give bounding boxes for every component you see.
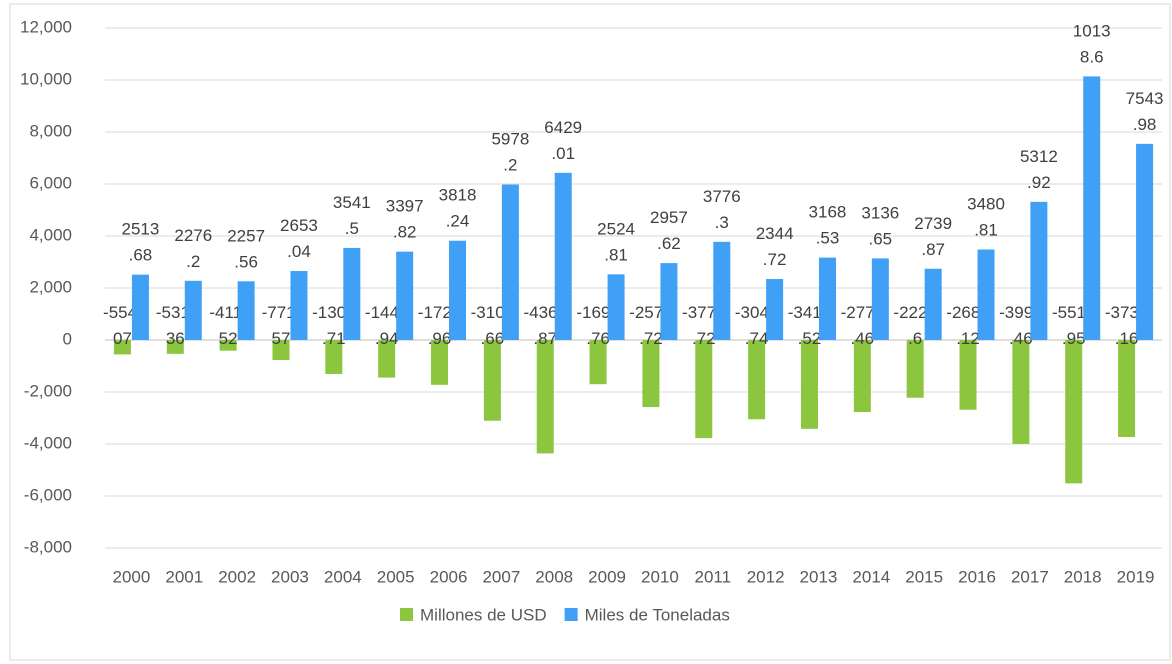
y-tick-label: -4,000 xyxy=(24,433,72,452)
bar xyxy=(554,172,572,340)
x-tick-label: 2000 xyxy=(113,567,151,586)
y-tick-label: -6,000 xyxy=(24,485,72,504)
x-tick-label: 2009 xyxy=(588,567,626,586)
bar xyxy=(536,340,554,454)
data-label: 2653.04 xyxy=(280,217,318,262)
bar xyxy=(483,340,501,421)
data-label: 3136.65 xyxy=(861,204,899,249)
data-label: 5312.92 xyxy=(1020,147,1058,192)
x-tick-label: 2018 xyxy=(1064,567,1102,586)
data-label: 2739.87 xyxy=(914,214,952,259)
bar xyxy=(396,251,414,340)
bar xyxy=(325,340,343,374)
bar xyxy=(219,340,237,351)
data-label: 2513.68 xyxy=(122,220,160,265)
bar xyxy=(959,340,977,410)
y-tick-label: 2,000 xyxy=(29,277,72,296)
y-tick-label: 4,000 xyxy=(29,225,72,244)
y-tick-label: 10,000 xyxy=(20,69,72,88)
x-tick-label: 2014 xyxy=(852,567,890,586)
bar xyxy=(131,274,149,340)
bar xyxy=(642,340,660,408)
bar xyxy=(713,241,731,340)
data-label: 1013 8.6 xyxy=(1073,22,1111,67)
bar xyxy=(607,274,625,340)
bar xyxy=(237,281,255,340)
bar xyxy=(113,340,131,355)
y-tick-label: -8,000 xyxy=(24,537,72,556)
data-label: 2344.72 xyxy=(756,225,794,270)
data-label: 3541.5 xyxy=(333,193,371,238)
bar xyxy=(853,340,871,413)
y-tick-label: 6,000 xyxy=(29,173,72,192)
x-tick-label: 2011 xyxy=(694,567,731,586)
bar xyxy=(1118,340,1136,437)
x-tick-label: 2001 xyxy=(165,567,203,586)
chart-frame xyxy=(9,3,1171,661)
data-label: 3818.24 xyxy=(439,186,477,231)
y-tick-label: 12,000 xyxy=(20,17,72,36)
x-tick-label: 2003 xyxy=(271,567,309,586)
x-tick-label: 2016 xyxy=(958,567,996,586)
data-label: 3480.81 xyxy=(967,195,1005,240)
bar xyxy=(977,249,995,340)
data-label: 7543.98 xyxy=(1126,89,1164,134)
bar xyxy=(906,340,924,398)
bar xyxy=(1083,76,1101,341)
data-label: 2257.56 xyxy=(227,227,265,272)
legend-swatch xyxy=(564,608,578,621)
bar xyxy=(1012,340,1030,444)
y-tick-label: 0 xyxy=(63,329,72,348)
x-tick-label: 2012 xyxy=(747,567,785,586)
bar xyxy=(1136,143,1154,340)
x-tick-label: 2008 xyxy=(535,567,573,586)
data-label: 2957.62 xyxy=(650,209,688,254)
x-tick-label: 2019 xyxy=(1117,567,1155,586)
data-label: 3397.82 xyxy=(386,197,424,242)
data-label: 6429.01 xyxy=(544,118,582,163)
bar xyxy=(800,340,818,429)
bar xyxy=(871,258,889,340)
x-tick-label: 2007 xyxy=(482,567,520,586)
y-tick-label: -2,000 xyxy=(24,381,72,400)
x-tick-label: 2010 xyxy=(641,567,679,586)
bar xyxy=(1030,201,1048,340)
x-tick-label: 2005 xyxy=(377,567,415,586)
data-label: 2276.2 xyxy=(174,226,212,271)
legend-swatch xyxy=(400,608,413,621)
bar xyxy=(431,340,449,385)
bar xyxy=(1065,340,1083,484)
bar xyxy=(924,268,942,340)
bar xyxy=(166,340,184,354)
bar xyxy=(748,340,766,420)
x-tick-label: 2002 xyxy=(218,567,256,586)
data-label: 2524.81 xyxy=(597,220,635,265)
x-tick-label: 2017 xyxy=(1011,567,1049,586)
bar xyxy=(343,247,361,340)
data-label: 3168.53 xyxy=(809,203,847,248)
bar xyxy=(818,257,836,340)
bar xyxy=(766,279,784,340)
x-tick-label: 2015 xyxy=(905,567,943,586)
x-tick-label: 2006 xyxy=(430,567,468,586)
bar xyxy=(449,240,467,340)
x-tick-label: 2013 xyxy=(800,567,838,586)
bar xyxy=(184,280,202,340)
bar xyxy=(501,184,519,340)
y-tick-label: 8,000 xyxy=(29,121,72,140)
legend-label: Millones de USD xyxy=(420,605,547,624)
data-label: -411. 52 xyxy=(209,303,247,348)
bar xyxy=(272,340,290,361)
bar xyxy=(589,340,607,385)
data-label: 3776.3 xyxy=(703,187,741,232)
x-tick-label: 2004 xyxy=(324,567,362,586)
data-label: 5978.2 xyxy=(491,130,529,175)
bar xyxy=(660,263,678,340)
bar xyxy=(290,271,308,340)
bar xyxy=(378,340,396,378)
legend-label: Miles de Toneladas xyxy=(585,605,730,624)
bar xyxy=(695,340,713,439)
